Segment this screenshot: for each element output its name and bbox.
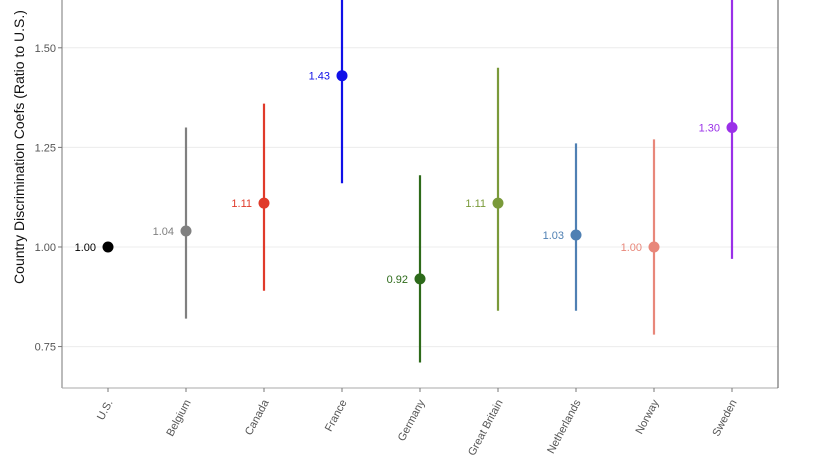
data-label: 1.30	[699, 122, 720, 134]
data-label: 1.11	[231, 198, 252, 210]
y-tick-label: 1.00	[35, 242, 56, 254]
x-tick-label: Canada	[243, 397, 272, 437]
x-tick-label: France	[323, 398, 350, 434]
x-tick-label: Sweden	[710, 398, 739, 439]
data-point	[492, 197, 504, 209]
x-tick-label: Norway	[634, 397, 662, 436]
chart-marks: 1.00 1.04 1.11 1.43 0.92 1.11 1.03 1.00 1.30	[75, 0, 738, 363]
data-label: 1.43	[309, 71, 330, 83]
data-point	[102, 241, 114, 253]
data-point	[258, 197, 270, 209]
data-label: 1.03	[543, 230, 564, 242]
x-tick-label: Germany	[396, 397, 428, 443]
y-tick-label: 1.25	[35, 142, 56, 154]
data-label: 1.00	[621, 242, 642, 254]
data-label: 0.92	[387, 274, 408, 286]
data-point	[180, 225, 192, 237]
data-point	[414, 273, 426, 285]
x-tick-label: Great Britain	[466, 398, 506, 455]
data-label: 1.11	[465, 198, 486, 210]
data-label: 1.04	[153, 226, 174, 238]
data-point	[336, 70, 348, 82]
x-tick-label: Netherlands	[545, 397, 584, 455]
data-point	[648, 241, 660, 253]
data-point	[570, 229, 582, 241]
y-tick-label: 1.50	[35, 43, 56, 55]
x-tick-label: U.S.	[95, 398, 116, 423]
axes: 0.75 1.00 1.25 1.50 U.S. Belgium Canada France G…	[35, 0, 779, 455]
y-axis-title: Country Discrimination Coefs (Ratio to U…	[11, 10, 27, 284]
data-label: 1.00	[75, 242, 96, 254]
y-tick-label: 0.75	[35, 342, 56, 354]
series-group: 1.00 1.04 1.11 1.43 0.92 1.11 1.03 1.00 1.30	[75, 0, 738, 363]
data-point	[726, 121, 738, 133]
x-tick-label: Belgium	[164, 398, 193, 439]
